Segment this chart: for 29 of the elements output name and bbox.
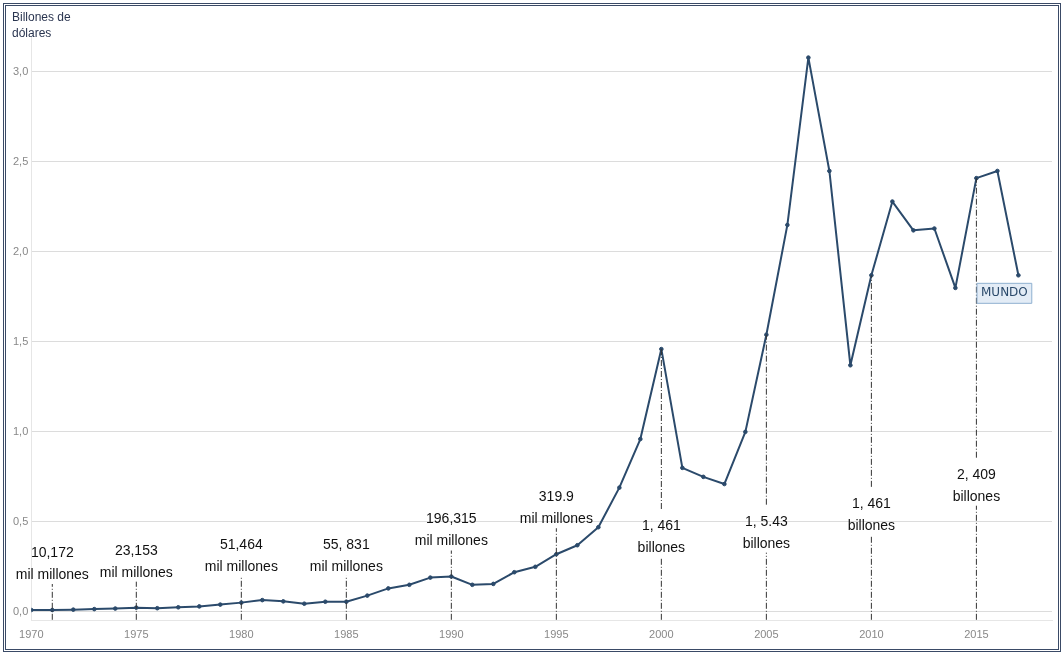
annotation: 10,172 mil millones xyxy=(15,543,89,582)
annotation: 1, 5.43 billones xyxy=(742,512,791,551)
x-tick-label: 1985 xyxy=(334,628,359,641)
x-tick-label: 2015 xyxy=(964,628,989,641)
annotation: 1, 461 billones xyxy=(637,516,686,555)
y-tick-label: 1,0 xyxy=(12,424,29,437)
y-tick-label: 3,0 xyxy=(12,65,29,78)
y-tick-label: 1,5 xyxy=(12,334,29,347)
x-tick-label: 2000 xyxy=(649,628,674,641)
annotation: 319.9 mil millones xyxy=(519,488,593,527)
x-tick-label: 1975 xyxy=(124,628,149,641)
series-label: MUNDO xyxy=(980,285,1028,300)
annotation: 51,464 mil millones xyxy=(204,536,278,575)
x-tick-label: 1980 xyxy=(229,628,254,641)
annotation: 2, 409 billones xyxy=(952,465,1001,504)
x-tick-label: 1995 xyxy=(544,628,569,641)
y-tick-label: 0,0 xyxy=(12,604,29,617)
annotation: 55, 831 mil millones xyxy=(309,535,383,574)
y-tick-label: 2,5 xyxy=(12,154,29,167)
y-tick-label: 0,5 xyxy=(12,514,29,527)
y-axis-title: Billones de dólares xyxy=(12,10,72,41)
annotation: 196,315 mil millones xyxy=(414,510,488,549)
annotation: 23,153 mil millones xyxy=(99,541,173,580)
x-tick-label: 2005 xyxy=(754,628,779,641)
annotation: 1, 461 billones xyxy=(847,494,896,533)
x-tick-label: 2010 xyxy=(859,628,884,641)
y-tick-label: 2,0 xyxy=(12,244,29,257)
x-tick-label: 1970 xyxy=(19,628,44,641)
x-tick-label: 1990 xyxy=(439,628,464,641)
